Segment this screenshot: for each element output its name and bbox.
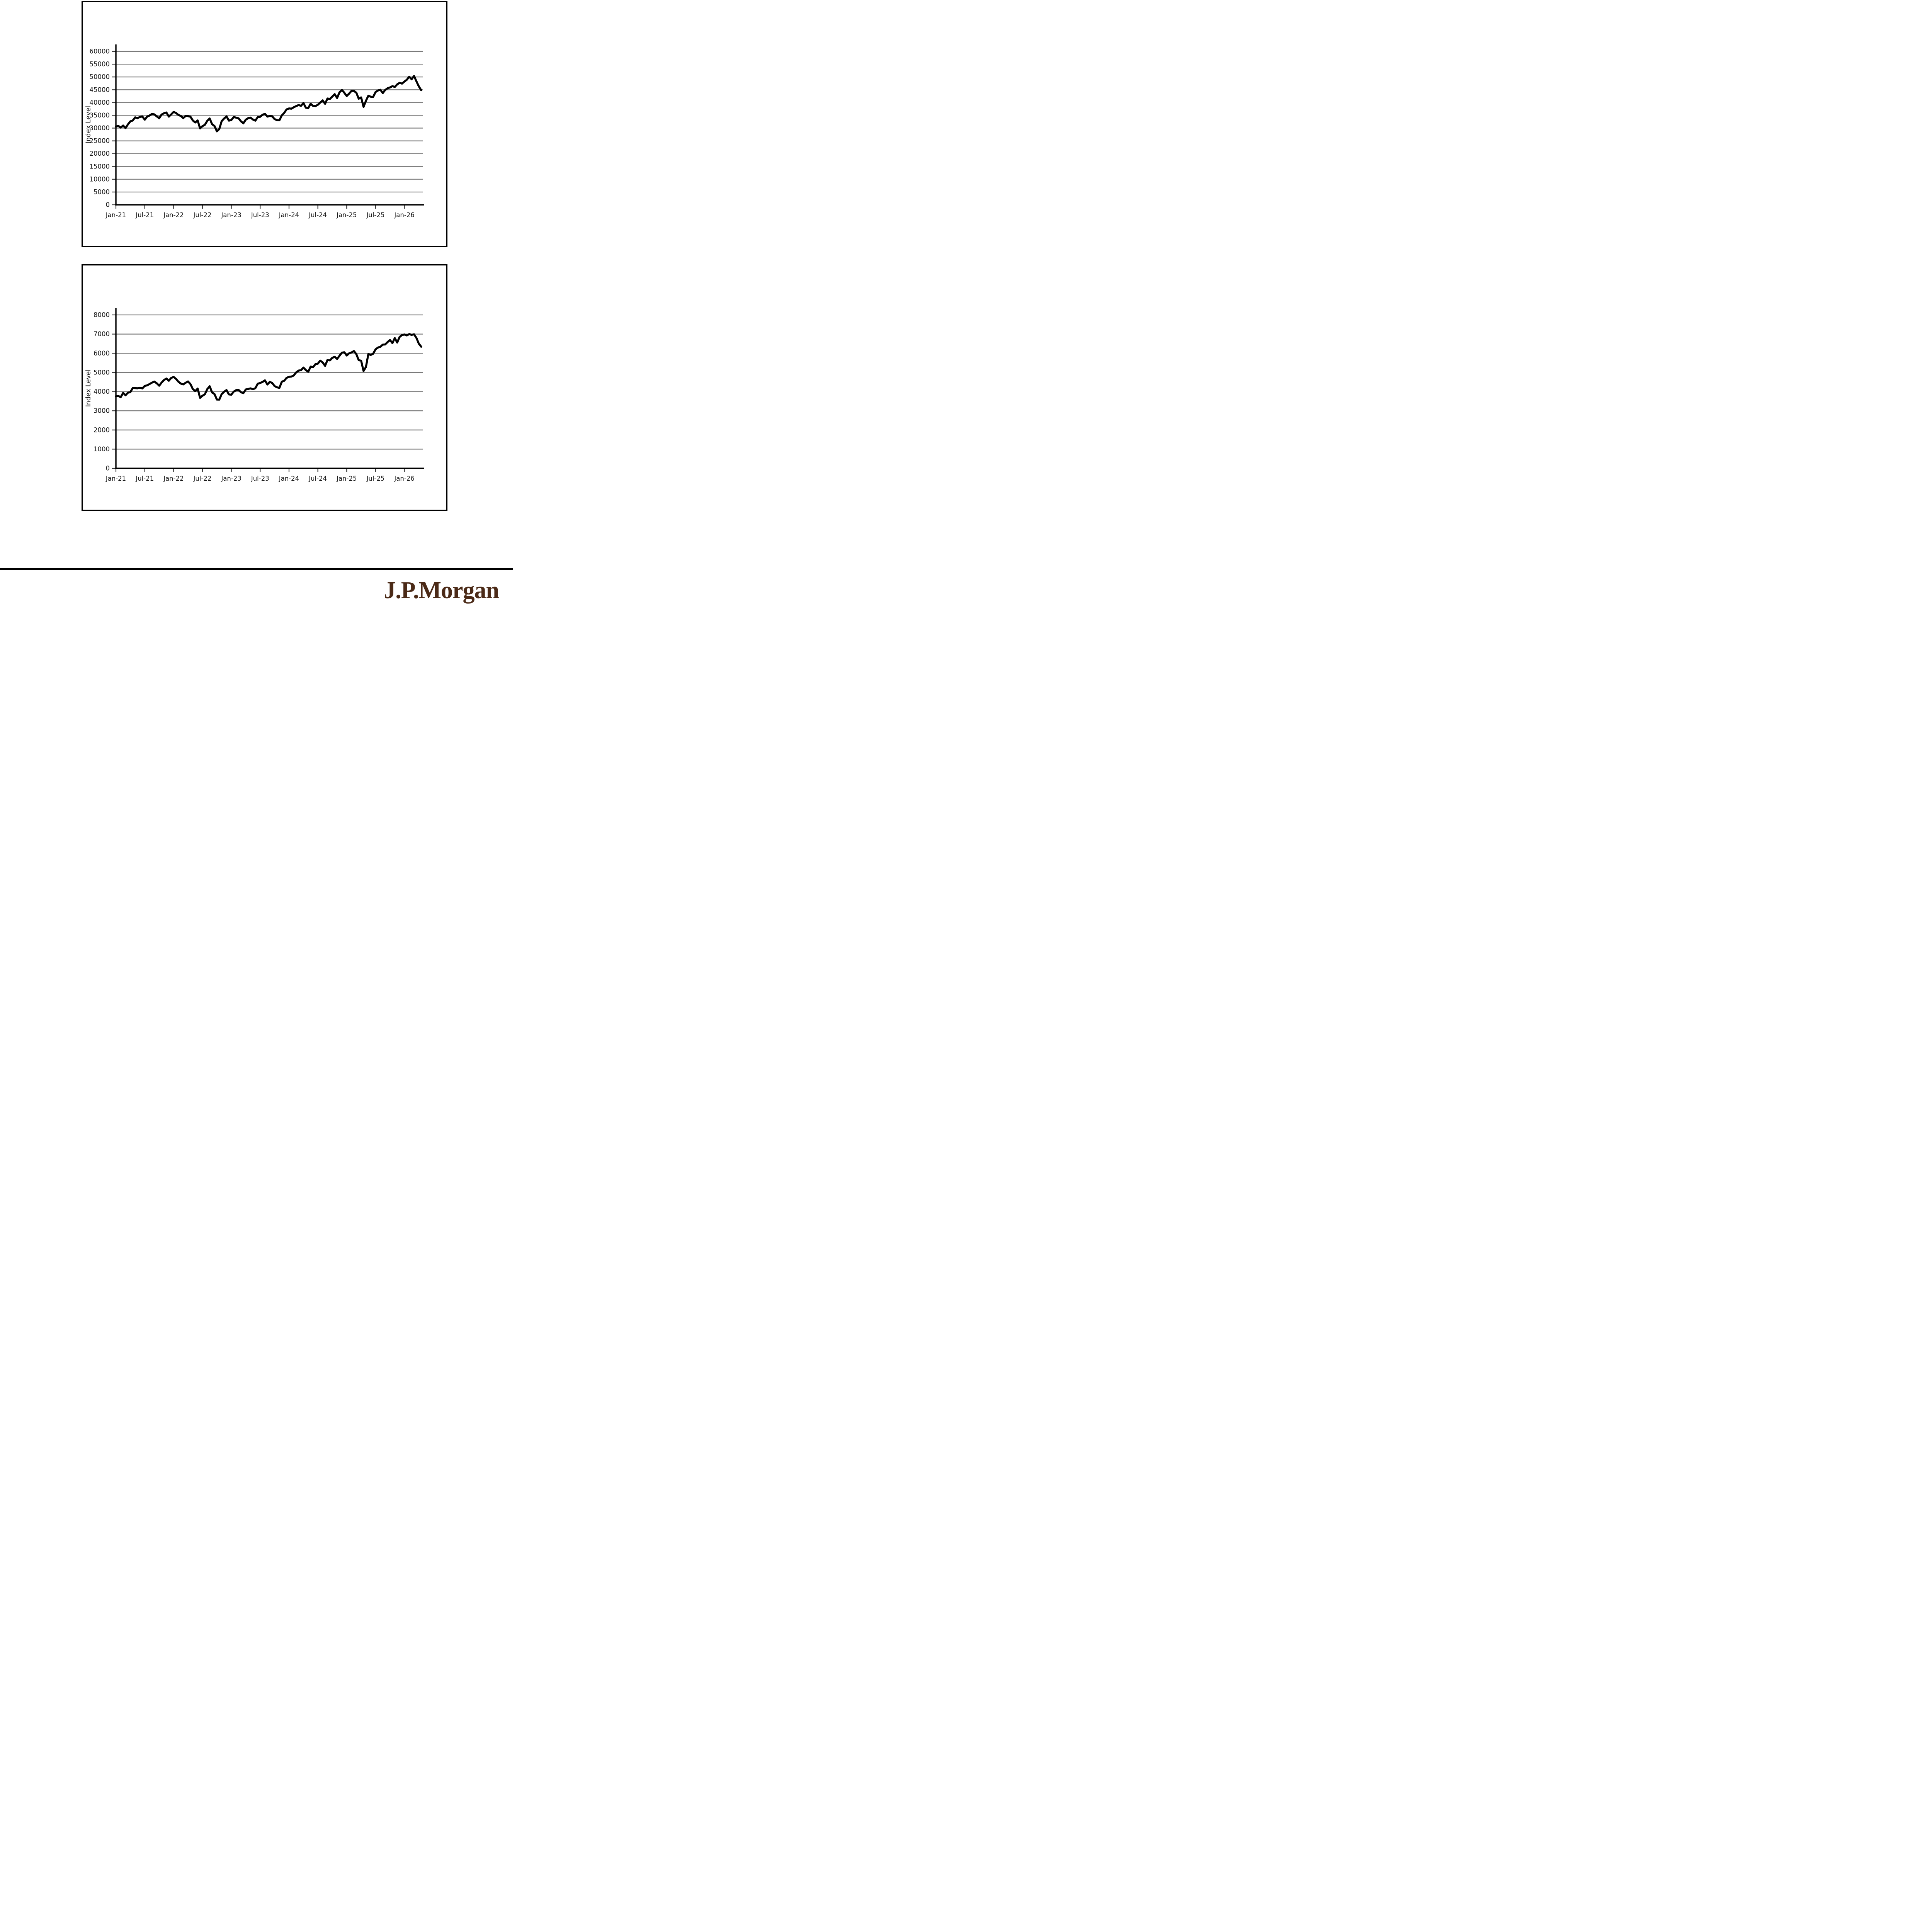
y-tick-label: 20000 <box>90 150 110 157</box>
footer-divider <box>0 568 513 570</box>
y-tick-label: 30000 <box>90 124 110 132</box>
y-tick-label: 0 <box>106 201 110 209</box>
x-tick-label: Jan-21 <box>105 211 126 219</box>
y-tick-label: 4000 <box>94 388 110 395</box>
y-tick-label: 2000 <box>94 426 110 434</box>
y-tick-label: 45000 <box>90 86 110 94</box>
y-tick-label: 5000 <box>94 188 110 196</box>
y-tick-label: 25000 <box>90 137 110 145</box>
x-tick-label: Jan-26 <box>394 475 414 482</box>
bottom-chart-panel: 0 1000 2000 3000 4000 5000 6000 7000 8000 Jan-21 J… <box>82 264 447 511</box>
x-tick-label: Jul-25 <box>366 211 385 219</box>
y-tick-label: 15000 <box>90 163 110 170</box>
x-tick-label: Jul-22 <box>193 211 212 219</box>
y-tick-label: 1000 <box>94 446 110 453</box>
y-tick-label: 6000 <box>94 350 110 357</box>
x-tick-label: Jul-24 <box>308 211 327 219</box>
series-line <box>115 333 422 401</box>
x-tick-label: Jan-23 <box>221 211 241 219</box>
x-tick-label: Jul-24 <box>308 475 327 482</box>
x-tick-label: Jan-25 <box>336 211 357 219</box>
report-page: 0 5000 10000 15000 20000 25000 30000 35000 40000… <box>0 0 513 611</box>
x-tick-label: Jan-26 <box>394 211 414 219</box>
y-tick-label: 50000 <box>90 73 110 81</box>
y-tick-label: 3000 <box>94 407 110 415</box>
x-tick-label: Jul-21 <box>135 475 154 482</box>
y-tick-label: 0 <box>106 465 110 472</box>
x-tick-label: Jan-22 <box>163 211 184 219</box>
series-line <box>115 75 422 133</box>
x-tick-label: Jan-23 <box>221 475 241 482</box>
y-tick-label: 55000 <box>90 61 110 68</box>
x-tick-label: Jul-25 <box>366 475 385 482</box>
y-tick-label: 5000 <box>94 369 110 376</box>
y-tick-label: 8000 <box>94 311 110 319</box>
y-tick-label: 60000 <box>90 48 110 55</box>
x-tick-label: Jul-23 <box>251 211 269 219</box>
y-tick-label: 40000 <box>90 99 110 106</box>
x-tick-label: Jul-22 <box>193 475 212 482</box>
x-tick-label: Jan-22 <box>163 475 184 482</box>
y-tick-label: 35000 <box>90 112 110 119</box>
y-axis-title: Index Level <box>85 369 92 407</box>
x-tick-label: Jul-23 <box>251 475 269 482</box>
x-tick-label: Jan-24 <box>279 475 299 482</box>
x-tick-label: Jan-24 <box>279 211 299 219</box>
x-tick-label: Jan-21 <box>105 475 126 482</box>
y-tick-label: 10000 <box>90 175 110 183</box>
top-chart: 0 5000 10000 15000 20000 25000 30000 35000 40000… <box>85 44 424 219</box>
x-tick-label: Jul-21 <box>135 211 154 219</box>
bottom-chart: 0 1000 2000 3000 4000 5000 6000 7000 8000 Jan-21 J… <box>85 308 424 482</box>
top-chart-panel: 0 5000 10000 15000 20000 25000 30000 35000 40000… <box>82 1 447 247</box>
x-tick-label: Jan-25 <box>336 475 357 482</box>
y-axis-title: Index Level <box>85 106 92 143</box>
y-tick-label: 7000 <box>94 330 110 338</box>
jpmorgan-logo: J.P.Morgan <box>384 577 499 604</box>
